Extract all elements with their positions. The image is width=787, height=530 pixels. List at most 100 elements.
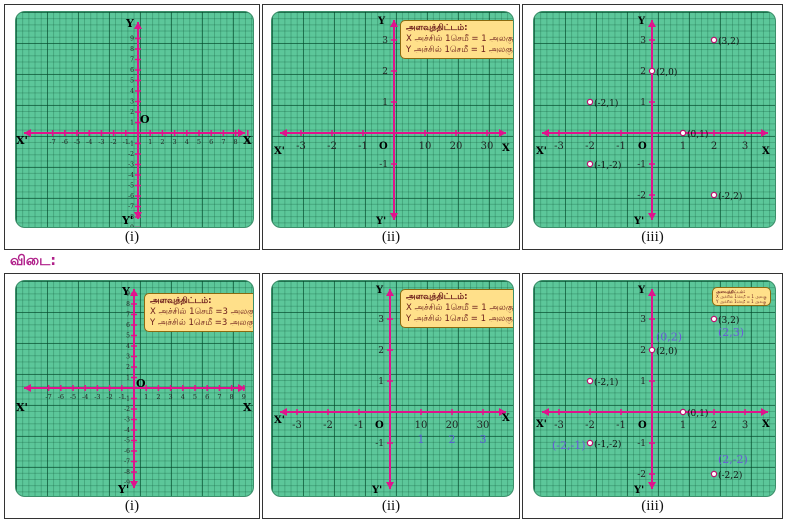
- x-tick-label: -3: [296, 141, 306, 152]
- point-label: (-2,2): [718, 470, 742, 481]
- scale-title: அளவுத்திட்டம்:: [406, 23, 468, 33]
- y-tick-label: 9: [130, 36, 134, 43]
- y-tick-label: -9: [128, 225, 134, 228]
- correction-label: (2,-2): [718, 453, 748, 466]
- cell-top-ii: -3 -2 -1 10 20 30 3 2 1 -1 Y Y' X' X O அளவுத்திட்…: [262, 4, 520, 250]
- axes-svg: -3 -2 -1 10 1 20 2 30 3 3 2 1 -1 Y Y' X' X O: [274, 285, 510, 496]
- caption-ii: (ii): [381, 498, 401, 514]
- y-tick-label: -6: [128, 193, 134, 200]
- x-tick-label: -2: [110, 138, 116, 146]
- x-tick-label: -4: [86, 138, 92, 146]
- origin-label: O: [379, 141, 388, 152]
- y-axis-label: Y: [377, 16, 386, 27]
- x-tick-label: 1: [680, 141, 686, 152]
- y-tick-label: 3: [378, 315, 384, 325]
- y-tick-label: -5: [128, 183, 134, 190]
- x-tick-label: 7: [221, 138, 225, 146]
- scale-y: Y அச்சில் 1செமீ =3 அலகு: [150, 318, 254, 328]
- x-tick-label: 2: [711, 420, 717, 431]
- y-tick-label: -7: [128, 204, 134, 211]
- scale-legend: அளவுத்திட்டம்: X அச்சில் 1செமீ = 1 அலகு …: [400, 20, 513, 59]
- x-tick-label: 6: [205, 393, 209, 401]
- x-tick-label: -3: [554, 420, 564, 431]
- scale-x: X அச்சில் 1செமீ = 1 அலகு: [716, 294, 767, 299]
- x-tick-label: 6: [209, 138, 213, 146]
- y-tick-label: -1: [128, 141, 134, 148]
- caption-ii: (ii): [381, 229, 401, 245]
- x-tick-label: -1: [616, 420, 626, 431]
- x-neg-label: X': [16, 401, 28, 414]
- y-tick-label: 1: [640, 98, 646, 108]
- y-axis-label: Y: [637, 16, 646, 27]
- x-tick-label: 5: [197, 138, 201, 146]
- x-tick-label: 3: [742, 420, 748, 431]
- x-tick-label: 9: [246, 138, 250, 146]
- y-tick-label: -8: [128, 214, 134, 221]
- y-tick-label: -4: [128, 172, 134, 179]
- y-tick-label: 3: [130, 99, 134, 106]
- y-tick-label: -1: [124, 396, 130, 403]
- y-tick-label: 9: [126, 291, 130, 298]
- y-neg-label: Y': [121, 214, 133, 227]
- scale-legend: அளவுத்திட்டம்: X அச்சில் 1செமீ = 1 அலகு …: [400, 289, 514, 328]
- y-tick-label: -2: [637, 470, 646, 480]
- point-label: (0,1): [687, 129, 708, 140]
- point-label: (0,1): [687, 408, 708, 419]
- plot-point: [710, 36, 718, 44]
- graph-paper: -3 -2 -1 10 20 30 3 2 1 -1 Y Y' X' X O அளவுத்திட்…: [271, 11, 514, 228]
- origin-label: O: [638, 420, 647, 431]
- caption-iii: (iii): [641, 498, 664, 514]
- x-tick-label: 3: [742, 141, 748, 152]
- x-tick-label: -2: [106, 393, 112, 401]
- axes-svg: -7 -6 -5 -4 -3 -2 -1 1 2 3 4 5 6 7 8 9987654321-1-2-3-4…: [16, 17, 252, 228]
- x-tick-label: 3: [173, 138, 177, 146]
- scale-y: Y அச்சில் 1செமீ = 1 அலகு: [716, 299, 767, 304]
- x-tick-label: -3: [94, 393, 100, 401]
- scale-title: அளவுத்திட்டம்:: [150, 296, 212, 306]
- scale-x: X அச்சில் 1செமீ = 1 அலகு: [406, 303, 514, 313]
- x-neg-label: X': [536, 419, 547, 430]
- y-tick-label: -3: [124, 417, 130, 424]
- cell-top-iii: -3 -2 -1 1 2 3 3 2 1 -1 -2 (3,2) (2,0) (-2,1) (0,1) (-1…: [522, 4, 783, 250]
- x-tick-label: -7: [49, 138, 55, 146]
- y-neg-label: Y': [371, 485, 382, 496]
- plot-point: [710, 315, 718, 323]
- x-tick-label: 1: [144, 393, 148, 401]
- x-tick-label: 30: [481, 141, 494, 152]
- x-axis-label: X: [243, 401, 252, 414]
- answer-mark: 2: [449, 433, 456, 446]
- x-tick-label: 3: [169, 393, 173, 401]
- y-tick-label: -1: [379, 160, 388, 170]
- answer-mark: 3: [480, 433, 487, 446]
- y-axis-label: Y: [637, 285, 646, 296]
- origin-label: O: [136, 377, 146, 390]
- axes-svg: -7 -6 -5 -4 -3 -2 -1 1 2 3 4 5 6 7 8 9987654321-1-2-3-4…: [16, 285, 252, 496]
- y-axis-label: Y: [375, 285, 384, 296]
- x-axis-label: X: [762, 419, 770, 430]
- y-tick-label: 1: [126, 375, 130, 382]
- x-tick-label: 10: [419, 141, 432, 152]
- axes-svg: -3 -2 -1 10 20 30 3 2 1 -1 Y Y' X' X O: [274, 16, 510, 227]
- x-tick-label: -2: [327, 141, 337, 152]
- caption-i: (i): [124, 498, 140, 514]
- plot-point: [710, 191, 718, 199]
- y-axis-label: Y: [125, 17, 134, 30]
- x-axis-label: X: [502, 413, 510, 424]
- x-tick-label: 1: [148, 138, 152, 146]
- x-tick-label: -3: [292, 420, 302, 431]
- y-tick-label: 3: [382, 36, 388, 46]
- y-tick-label: -2: [637, 191, 646, 201]
- point-label: (-1,-2): [594, 439, 621, 450]
- plot-point: [679, 408, 687, 416]
- point-label: (-2,2): [718, 191, 742, 202]
- x-axis-label: X: [502, 143, 510, 154]
- plot-point: [586, 439, 594, 447]
- y-tick-label: 8: [126, 301, 130, 308]
- plot-point: [586, 160, 594, 168]
- point-label: (3,2): [718, 315, 739, 326]
- x-tick-label: 2: [156, 393, 160, 401]
- y-tick-label: 1: [378, 377, 384, 387]
- x-tick-label: 30: [477, 420, 490, 431]
- y-tick-label: 7: [126, 312, 130, 319]
- y-tick-label: -4: [124, 427, 130, 434]
